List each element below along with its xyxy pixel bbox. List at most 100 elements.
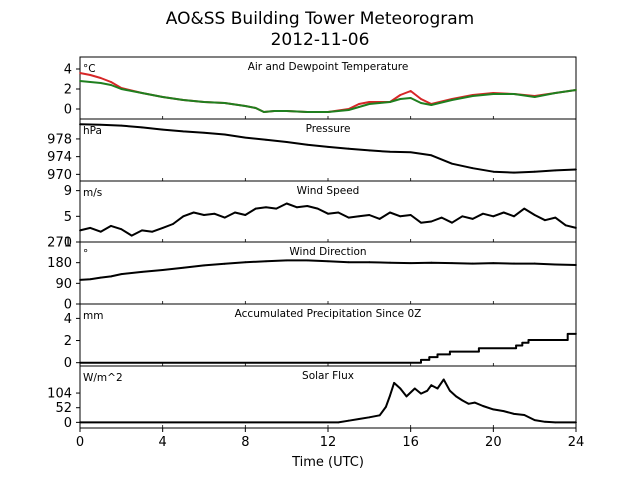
panel-title: Wind Direction [289, 246, 366, 258]
data-point [347, 216, 350, 219]
panel-title: Wind Speed [297, 185, 360, 197]
data-point [533, 419, 536, 422]
data-point [120, 273, 123, 276]
data-point [399, 387, 402, 390]
data-point [451, 162, 453, 165]
y-tick-label: 2 [64, 334, 72, 349]
data-point [420, 361, 422, 364]
data-point [347, 147, 350, 150]
y-tick-label: 2 [64, 83, 72, 98]
panel-4: 0 90 180 270 Wind Direction ° [47, 236, 577, 313]
data-point [358, 215, 360, 218]
data-point [575, 89, 577, 91]
data-point [203, 264, 205, 267]
data-point [554, 92, 557, 94]
data-point [89, 81, 92, 83]
data-point [378, 102, 381, 104]
y-tick-label: 4 [64, 63, 72, 78]
panel-1: 0 2 4 Air and Dewpoint Temperature °C [64, 56, 577, 120]
data-point [327, 212, 329, 215]
data-point [409, 90, 412, 92]
data-point [384, 405, 387, 408]
data-point [89, 74, 92, 76]
data-point [409, 214, 412, 216]
data-point [306, 143, 309, 146]
data-point [275, 207, 278, 210]
data-point [141, 126, 143, 129]
y-tick-label: 0 [64, 416, 72, 431]
data-point [120, 228, 123, 231]
data-point [389, 150, 391, 153]
data-point [151, 230, 154, 233]
data-point [513, 215, 515, 218]
data-point [273, 110, 276, 112]
x-tick-label: 20 [485, 435, 502, 450]
data-point [473, 401, 476, 404]
data-point [161, 128, 164, 131]
data-point [161, 96, 164, 98]
data-point [426, 389, 429, 392]
data-point [399, 94, 402, 96]
data-point [141, 229, 143, 232]
data-point [203, 101, 205, 103]
y-tick-label: 9 [64, 184, 72, 199]
data-point [420, 392, 422, 395]
data-point [265, 206, 267, 209]
data-point [358, 103, 360, 105]
data-point [436, 356, 439, 359]
data-point [513, 413, 515, 415]
data-point [110, 81, 112, 83]
data-point [521, 344, 524, 347]
data-point [436, 353, 439, 356]
data-point [515, 344, 517, 347]
data-point [442, 378, 445, 381]
data-point [254, 107, 257, 109]
data-point [368, 101, 371, 103]
data-point [296, 206, 298, 209]
data-point [449, 353, 451, 356]
data-point [389, 261, 391, 264]
x-tick-label: 24 [568, 435, 585, 450]
data-point [89, 226, 92, 229]
data-point [449, 350, 451, 353]
data-point [368, 261, 371, 264]
y-tick-label: 0 [64, 356, 72, 371]
data-point [513, 262, 515, 265]
data-point [182, 215, 185, 218]
y-tick-label: 1 [64, 236, 72, 251]
series-line-1 [80, 378, 576, 424]
data-point [502, 410, 505, 412]
chart-title: AO&SS Building Tower Meteorogram [166, 9, 474, 29]
data-point [244, 136, 247, 139]
data-point [428, 356, 431, 359]
data-point [347, 261, 350, 264]
data-point [420, 98, 422, 100]
data-point [368, 149, 371, 152]
data-point [430, 104, 433, 106]
data-point [99, 77, 102, 79]
data-point [492, 408, 495, 411]
data-point [223, 133, 226, 136]
data-point [566, 339, 569, 341]
panel-5: 0 2 4 Accumulated Precipitation Since 0Z mm [64, 303, 577, 371]
data-point [263, 111, 265, 113]
data-point [533, 96, 536, 98]
data-point [244, 105, 247, 107]
data-point [182, 130, 185, 133]
x-tick-label: 16 [402, 435, 419, 450]
data-point [428, 359, 431, 361]
data-point [378, 217, 381, 220]
panel-unit: m/s [83, 187, 102, 199]
x-axis: 0 4 8 12 16 20 24 [76, 428, 584, 450]
data-point [575, 264, 577, 266]
data-point [182, 99, 185, 101]
data-point [89, 278, 92, 281]
data-point [358, 106, 360, 108]
data-point [527, 339, 530, 341]
data-point [389, 211, 391, 214]
data-point [358, 418, 360, 420]
data-point [477, 347, 480, 350]
data-point [502, 211, 505, 214]
data-point [492, 170, 495, 173]
data-point [413, 387, 416, 390]
